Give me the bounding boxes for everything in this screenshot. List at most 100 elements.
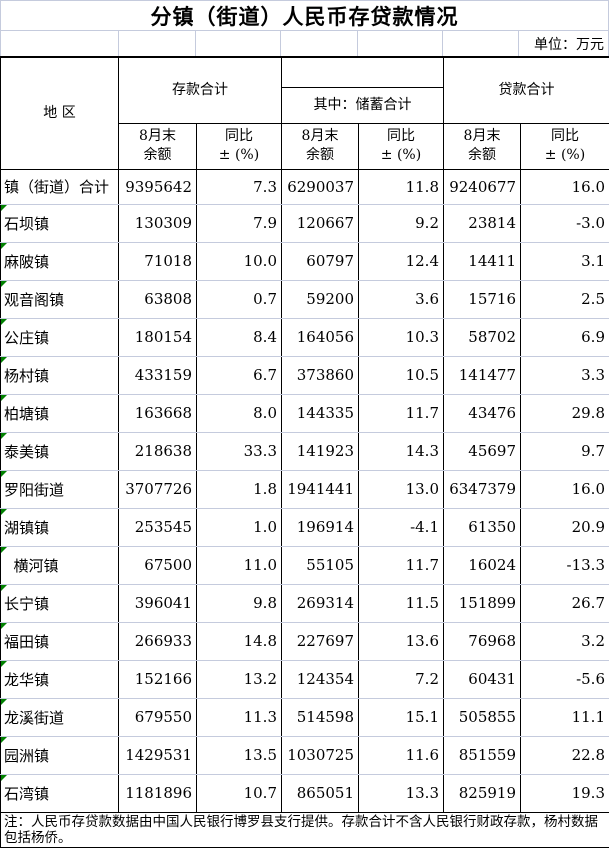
value-cell[interactable]: 2.5 bbox=[520, 279, 609, 319]
value-cell[interactable]: 19.3 bbox=[520, 773, 609, 813]
value-cell[interactable]: 1429531 bbox=[118, 735, 197, 775]
value-cell[interactable]: 253545 bbox=[118, 507, 197, 547]
region-cell[interactable]: 长宁镇 bbox=[0, 583, 119, 623]
value-cell[interactable]: 679550 bbox=[118, 697, 197, 737]
value-cell[interactable]: 71018 bbox=[118, 241, 197, 281]
region-cell[interactable]: 镇（街道）合计 bbox=[0, 168, 119, 205]
value-cell[interactable]: 196914 bbox=[281, 507, 359, 547]
region-cell[interactable]: 龙溪街道 bbox=[0, 697, 119, 737]
value-cell[interactable]: 13.6 bbox=[358, 621, 444, 661]
value-cell[interactable]: 151899 bbox=[443, 583, 521, 623]
empty-cell[interactable] bbox=[281, 31, 358, 56]
value-cell[interactable]: 10.3 bbox=[358, 317, 444, 357]
value-cell[interactable]: 130309 bbox=[118, 203, 197, 243]
table-title-cell[interactable]: 分镇（街道）人民币存贷款情况 bbox=[0, 0, 609, 31]
value-cell[interactable]: 33.3 bbox=[196, 431, 282, 471]
empty-cell[interactable] bbox=[358, 31, 443, 56]
value-cell[interactable]: 11.5 bbox=[358, 583, 444, 623]
value-cell[interactable]: 11.1 bbox=[520, 697, 609, 737]
value-cell[interactable]: 141923 bbox=[281, 431, 359, 471]
region-cell[interactable]: 罗阳街道 bbox=[0, 469, 119, 509]
value-cell[interactable]: 1941441 bbox=[281, 469, 359, 509]
value-cell[interactable]: 20.9 bbox=[520, 507, 609, 547]
value-cell[interactable]: 9.8 bbox=[196, 583, 282, 623]
value-cell[interactable]: 11.6 bbox=[358, 735, 444, 775]
region-header-cell[interactable]: 地 区 bbox=[0, 56, 119, 170]
value-cell[interactable]: 67500 bbox=[118, 545, 197, 585]
value-cell[interactable]: 16024 bbox=[443, 545, 521, 585]
value-cell[interactable]: 16.0 bbox=[520, 168, 609, 205]
savings-subtotal-header-cell[interactable]: 其中：储蓄合计 bbox=[281, 86, 444, 124]
value-cell[interactable]: 1181896 bbox=[118, 773, 197, 813]
value-cell[interactable]: 9395642 bbox=[118, 168, 197, 205]
value-cell[interactable]: 7.9 bbox=[196, 203, 282, 243]
value-cell[interactable]: 29.8 bbox=[520, 393, 609, 433]
region-cell[interactable]: 园洲镇 bbox=[0, 735, 119, 775]
region-cell[interactable]: 观音阁镇 bbox=[0, 279, 119, 319]
empty-cell[interactable] bbox=[443, 31, 520, 56]
value-cell[interactable]: 120667 bbox=[281, 203, 359, 243]
value-cell[interactable]: 3.3 bbox=[520, 355, 609, 395]
value-cell[interactable]: 825919 bbox=[443, 773, 521, 813]
value-cell[interactable]: 1.0 bbox=[196, 507, 282, 547]
value-cell[interactable]: 13.0 bbox=[358, 469, 444, 509]
value-cell[interactable]: 6.7 bbox=[196, 355, 282, 395]
value-cell[interactable]: 124354 bbox=[281, 659, 359, 699]
value-cell[interactable]: 3.1 bbox=[520, 241, 609, 281]
value-cell[interactable]: -5.6 bbox=[520, 659, 609, 699]
empty-cell[interactable] bbox=[1, 31, 119, 56]
value-cell[interactable]: 76968 bbox=[443, 621, 521, 661]
value-cell[interactable]: 16.0 bbox=[520, 469, 609, 509]
value-cell[interactable]: 163668 bbox=[118, 393, 197, 433]
region-cell[interactable]: 泰美镇 bbox=[0, 431, 119, 471]
value-cell[interactable]: 22.8 bbox=[520, 735, 609, 775]
value-cell[interactable]: 9240677 bbox=[443, 168, 521, 205]
deposit-yoy-header-cell[interactable]: 同比 ± (%) bbox=[196, 122, 282, 170]
value-cell[interactable]: 8.4 bbox=[196, 317, 282, 357]
value-cell[interactable]: 10.0 bbox=[196, 241, 282, 281]
value-cell[interactable]: 144335 bbox=[281, 393, 359, 433]
value-cell[interactable]: 164056 bbox=[281, 317, 359, 357]
value-cell[interactable]: 11.7 bbox=[358, 393, 444, 433]
value-cell[interactable]: 6347379 bbox=[443, 469, 521, 509]
value-cell[interactable]: 514598 bbox=[281, 697, 359, 737]
value-cell[interactable]: 45697 bbox=[443, 431, 521, 471]
deposit-total-header-cell[interactable]: 存款合计 bbox=[118, 56, 282, 124]
value-cell[interactable]: 26.7 bbox=[520, 583, 609, 623]
value-cell[interactable]: 7.2 bbox=[358, 659, 444, 699]
value-cell[interactable]: 60431 bbox=[443, 659, 521, 699]
value-cell[interactable]: 1030725 bbox=[281, 735, 359, 775]
value-cell[interactable]: 218638 bbox=[118, 431, 197, 471]
region-cell[interactable]: 公庄镇 bbox=[0, 317, 119, 357]
region-cell[interactable]: 石坝镇 bbox=[0, 203, 119, 243]
value-cell[interactable]: 43476 bbox=[443, 393, 521, 433]
value-cell[interactable]: 59200 bbox=[281, 279, 359, 319]
value-cell[interactable]: 3707726 bbox=[118, 469, 197, 509]
value-cell[interactable]: 10.7 bbox=[196, 773, 282, 813]
value-cell[interactable]: 61350 bbox=[443, 507, 521, 547]
savings-balance-header-cell[interactable]: 8月末 余额 bbox=[281, 122, 359, 170]
value-cell[interactable]: 141477 bbox=[443, 355, 521, 395]
loan-balance-header-cell[interactable]: 8月末 余额 bbox=[443, 122, 521, 170]
value-cell[interactable]: 227697 bbox=[281, 621, 359, 661]
value-cell[interactable]: 58702 bbox=[443, 317, 521, 357]
region-cell[interactable]: 石湾镇 bbox=[0, 773, 119, 813]
value-cell[interactable]: 63808 bbox=[118, 279, 197, 319]
value-cell[interactable]: 11.0 bbox=[196, 545, 282, 585]
savings-yoy-header-cell[interactable]: 同比 ± (%) bbox=[358, 122, 444, 170]
loan-total-header-cell[interactable]: 贷款合计 bbox=[443, 56, 609, 124]
value-cell[interactable]: 15716 bbox=[443, 279, 521, 319]
region-cell[interactable]: 横河镇 bbox=[0, 545, 119, 585]
value-cell[interactable]: 180154 bbox=[118, 317, 197, 357]
value-cell[interactable]: 10.5 bbox=[358, 355, 444, 395]
value-cell[interactable]: -3.0 bbox=[520, 203, 609, 243]
value-cell[interactable]: 9.7 bbox=[520, 431, 609, 471]
value-cell[interactable]: 266933 bbox=[118, 621, 197, 661]
value-cell[interactable]: 3.6 bbox=[358, 279, 444, 319]
deposit-balance-header-cell[interactable]: 8月末 余额 bbox=[118, 122, 197, 170]
value-cell[interactable]: 6.9 bbox=[520, 317, 609, 357]
value-cell[interactable]: 13.2 bbox=[196, 659, 282, 699]
value-cell[interactable]: 13.5 bbox=[196, 735, 282, 775]
empty-cell[interactable] bbox=[196, 31, 282, 56]
value-cell[interactable]: 11.7 bbox=[358, 545, 444, 585]
